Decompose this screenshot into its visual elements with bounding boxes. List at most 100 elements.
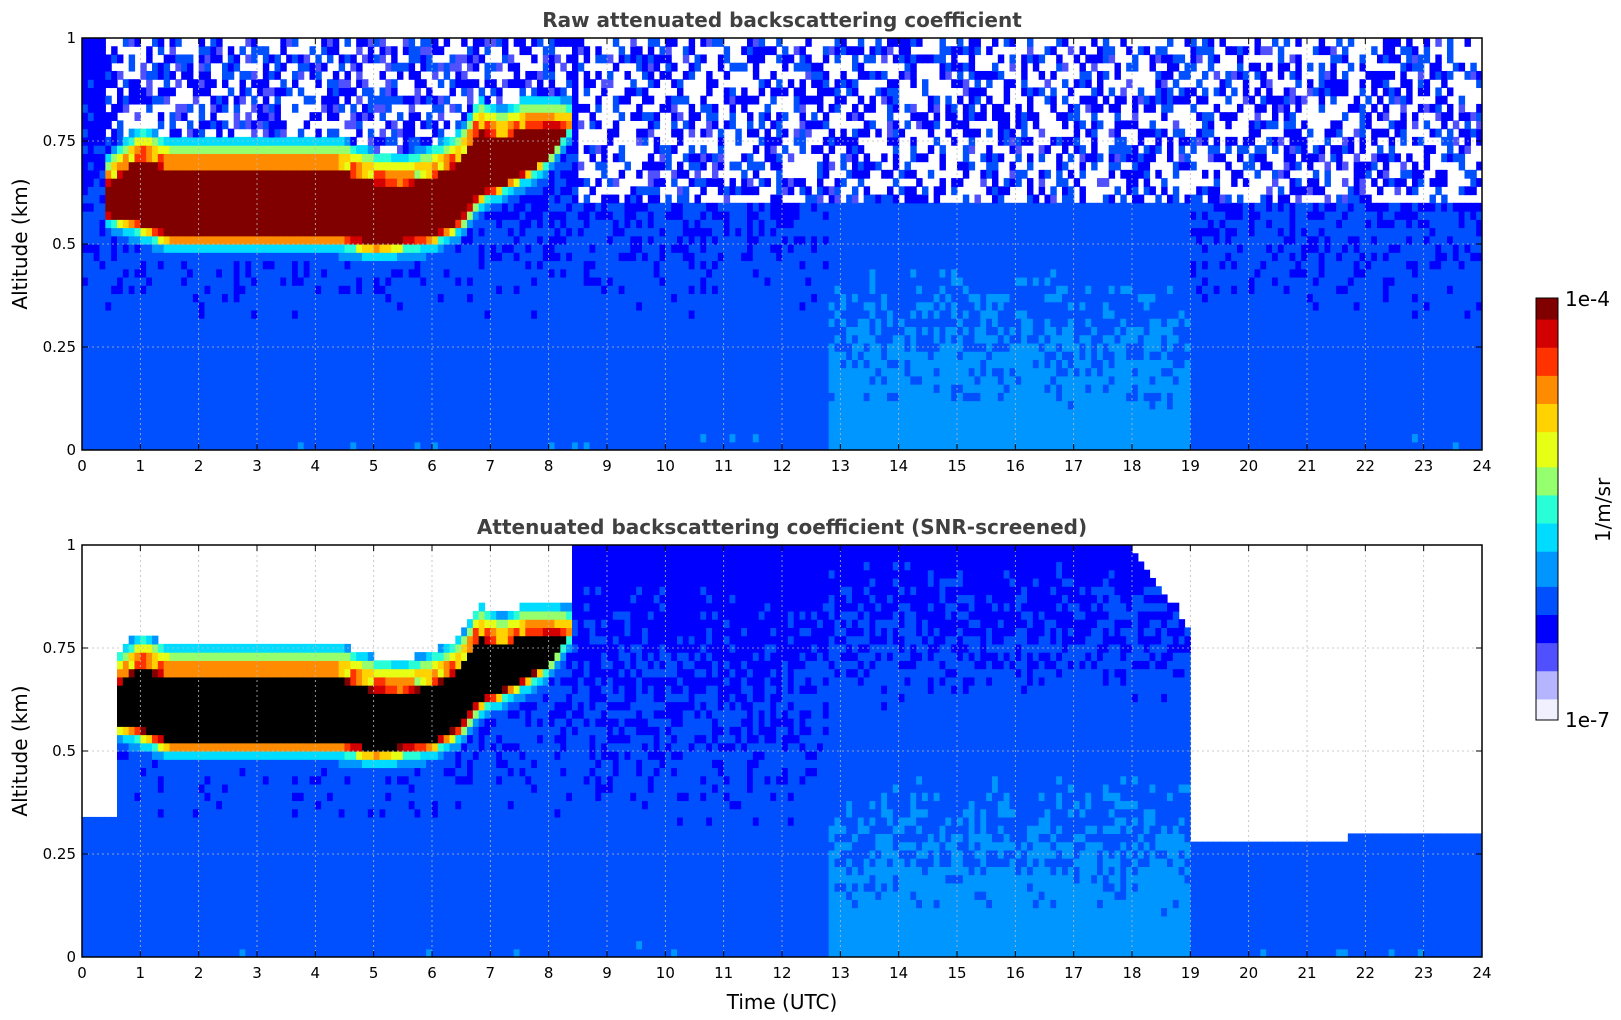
heatmap-cell (519, 367, 526, 377)
heatmap-cell (280, 417, 287, 426)
heatmap-cell (507, 392, 515, 402)
heatmap-cell (181, 417, 188, 426)
heatmap-cell (344, 417, 351, 426)
heatmap-cell (327, 400, 334, 410)
heatmap-cell (146, 186, 153, 196)
heatmap-cell (496, 219, 503, 229)
heatmap-cell (274, 293, 281, 303)
heatmap-cell (583, 202, 591, 212)
heatmap-cell (152, 219, 159, 229)
heatmap-cell (222, 318, 229, 327)
heatmap-cell (519, 268, 526, 278)
heatmap-cell (99, 186, 106, 196)
heatmap-cell (82, 260, 89, 270)
heatmap-cell (157, 161, 165, 171)
heatmap-cell (682, 120, 690, 130)
heatmap-cell (647, 120, 655, 130)
heatmap-cell (677, 219, 684, 229)
heatmap-cell (222, 433, 229, 443)
heatmap-cell (309, 178, 316, 187)
heatmap-cell (490, 103, 497, 113)
heatmap-cell (706, 276, 713, 286)
heatmap-cell (169, 367, 176, 377)
heatmap-cell (537, 367, 544, 377)
heatmap-cell (134, 392, 141, 402)
heatmap-cell (140, 95, 147, 105)
heatmap-cell (152, 334, 159, 344)
heatmap-cell (717, 293, 725, 303)
heatmap-cell (502, 169, 509, 179)
heatmap-cell (111, 128, 118, 138)
heatmap-cell (350, 367, 357, 377)
heatmap-cell (251, 95, 258, 105)
heatmap-cell (472, 227, 480, 237)
heatmap-cell (461, 417, 468, 426)
heatmap-cell (134, 367, 141, 377)
heatmap-cell (332, 95, 340, 105)
heatmap-cell (192, 219, 200, 229)
heatmap-cell (87, 309, 95, 319)
heatmap-cell (338, 145, 346, 154)
heatmap-cell (484, 161, 491, 171)
heatmap-cell (274, 244, 281, 253)
heatmap-cell (437, 276, 445, 286)
heatmap-cell (566, 70, 573, 80)
heatmap-cell (712, 153, 719, 163)
heatmap-cell (204, 408, 211, 418)
heatmap-cell (93, 367, 101, 377)
heatmap-cell (117, 211, 124, 220)
heatmap-cell (251, 375, 258, 385)
heatmap-cell (566, 293, 573, 303)
heatmap-cell (286, 425, 293, 435)
heatmap-cell (420, 359, 427, 369)
heatmap-cell (321, 334, 328, 344)
heatmap-cell (694, 433, 701, 443)
heatmap-cell (391, 62, 398, 72)
heatmap-cell (117, 145, 124, 154)
heatmap-cell (134, 194, 141, 204)
heatmap-cell (87, 441, 95, 450)
heatmap-cell (397, 219, 404, 229)
heatmap-cell (688, 46, 696, 56)
heatmap-cell (665, 318, 672, 327)
heatmap-cell (187, 145, 194, 154)
heatmap-cell (303, 95, 311, 105)
heatmap-cell (99, 441, 106, 450)
heatmap-cell (525, 169, 532, 179)
heatmap-cell (169, 334, 176, 344)
heatmap-cell (338, 79, 346, 89)
heatmap-cell (157, 227, 165, 237)
heatmap-cell (356, 227, 363, 237)
heatmap-cell (82, 211, 89, 220)
heatmap-cell (402, 433, 410, 443)
heatmap-cell (560, 62, 567, 72)
heatmap-cell (111, 384, 118, 393)
heatmap-cell (659, 227, 666, 237)
heatmap-cell (338, 211, 346, 220)
heatmap-cell (251, 136, 258, 146)
heatmap-cell (414, 169, 421, 179)
heatmap-cell (583, 392, 591, 402)
heatmap-cell (624, 301, 631, 311)
heatmap-cell (82, 161, 89, 171)
heatmap-cell (321, 145, 328, 154)
heatmap-cell (607, 433, 614, 443)
heatmap-cell (350, 252, 357, 262)
heatmap-cell (82, 54, 89, 64)
heatmap-cell (420, 268, 427, 278)
heatmap-cell (356, 400, 363, 410)
heatmap-cell (671, 408, 678, 418)
heatmap-cell (577, 301, 585, 311)
heatmap-cell (572, 178, 579, 187)
heatmap-cell (706, 202, 713, 212)
heatmap-cell (262, 309, 270, 319)
heatmap-cell (128, 145, 136, 154)
heatmap-cell (239, 194, 246, 204)
heatmap-cell (572, 202, 579, 212)
heatmap-cell (542, 128, 550, 138)
heatmap-cell (496, 136, 503, 146)
heatmap-cell (437, 153, 445, 163)
heatmap-cell (566, 252, 573, 262)
heatmap-cell (507, 400, 515, 410)
heatmap-cell (624, 54, 631, 64)
